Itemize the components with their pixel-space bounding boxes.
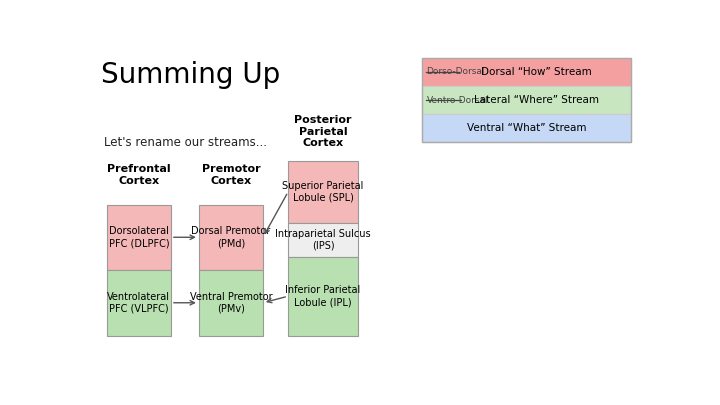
Text: Dorso-Dorsal: Dorso-Dorsal — [426, 68, 485, 77]
Text: Prefrontal
Cortex: Prefrontal Cortex — [107, 164, 171, 186]
Text: Ventral Premotor
(PMv): Ventral Premotor (PMv) — [189, 292, 272, 313]
Bar — [422, 58, 631, 86]
Text: Ventrolateral
PFC (VLPFC): Ventrolateral PFC (VLPFC) — [107, 292, 171, 313]
Text: Dorsolateral
PFC (DLPFC): Dorsolateral PFC (DLPFC) — [109, 226, 169, 248]
Bar — [422, 86, 631, 114]
Text: Dorsal Premotor
(PMd): Dorsal Premotor (PMd) — [192, 226, 271, 248]
Bar — [422, 114, 631, 142]
Bar — [199, 270, 263, 335]
Bar — [199, 205, 263, 270]
Text: Premotor
Cortex: Premotor Cortex — [202, 164, 260, 186]
Bar — [107, 205, 171, 270]
Text: Superior Parietal
Lobule (SPL): Superior Parietal Lobule (SPL) — [282, 181, 364, 202]
Text: Let's rename our streams...: Let's rename our streams... — [104, 136, 267, 149]
Text: Inferior Parietal
Lobule (IPL): Inferior Parietal Lobule (IPL) — [285, 286, 361, 307]
Bar — [288, 223, 358, 257]
Text: Intraparietal Sulcus
(IPS): Intraparietal Sulcus (IPS) — [275, 229, 371, 251]
Bar — [107, 270, 171, 335]
Bar — [422, 58, 631, 142]
Bar — [288, 161, 358, 223]
Text: Summing Up: Summing Up — [101, 61, 280, 89]
Text: Posterior
Parietal
Cortex: Posterior Parietal Cortex — [294, 115, 351, 148]
Text: Dorsal “How” Stream: Dorsal “How” Stream — [481, 67, 592, 77]
Text: Ventro-Dorsal: Ventro-Dorsal — [426, 96, 488, 104]
Bar — [288, 257, 358, 335]
Text: Ventral “What” Stream: Ventral “What” Stream — [467, 123, 586, 133]
Text: Lateral “Where” Stream: Lateral “Where” Stream — [474, 95, 599, 105]
